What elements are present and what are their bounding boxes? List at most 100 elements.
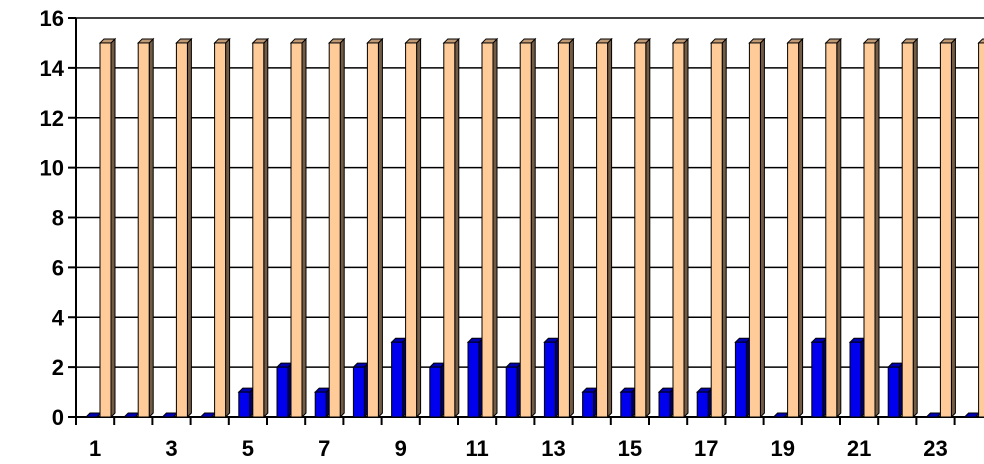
bar-front <box>505 366 518 418</box>
bar-front <box>366 42 379 418</box>
bar <box>557 37 575 419</box>
bar <box>657 386 676 419</box>
bar <box>810 336 829 419</box>
bar <box>442 37 461 419</box>
y-tick-label: 6 <box>52 255 64 280</box>
bar-front <box>672 42 685 418</box>
bar-front <box>405 42 418 418</box>
bar-side <box>225 37 231 419</box>
bar-front <box>85 416 98 418</box>
bar-front <box>429 366 442 418</box>
bar <box>671 37 690 419</box>
bar-top <box>977 38 984 44</box>
bar-front <box>276 366 289 418</box>
bar-side <box>607 37 613 419</box>
bar-front <box>964 416 977 418</box>
bar-front <box>391 341 404 418</box>
bar-side <box>301 37 307 419</box>
x-tick-label: 17 <box>694 436 718 461</box>
bar-front <box>481 42 494 418</box>
y-tick-label: 16 <box>40 6 64 31</box>
bar-front <box>290 42 303 418</box>
bar <box>709 37 728 419</box>
x-tick-label: 1 <box>89 436 101 461</box>
bar-side <box>759 37 765 419</box>
bar-side <box>492 37 498 419</box>
bar-side <box>721 37 727 419</box>
bar <box>824 37 843 419</box>
bar <box>327 37 346 419</box>
bar-side <box>148 37 154 419</box>
bar <box>480 37 499 419</box>
bar-side <box>110 37 116 419</box>
bar <box>939 37 957 419</box>
bar <box>862 37 881 419</box>
y-tick-label: 12 <box>40 106 64 131</box>
bar-front <box>443 42 456 418</box>
x-tick-label: 15 <box>618 436 642 461</box>
bar-side <box>912 37 918 419</box>
bar-front <box>123 416 136 418</box>
bar <box>251 37 270 419</box>
x-tick-label: 5 <box>242 436 254 461</box>
bar-side <box>798 37 804 419</box>
bar-front <box>137 42 150 418</box>
bar <box>734 336 752 419</box>
y-tick-label: 2 <box>52 355 64 380</box>
y-tick-labels: 0 2 4 6 8 10 12 14 16 <box>40 6 65 430</box>
bar-front <box>314 391 327 418</box>
x-tick-label: 3 <box>165 436 177 461</box>
bar-side <box>683 37 689 419</box>
bar-front <box>238 391 251 418</box>
bar <box>275 361 294 419</box>
x-tick-label: 7 <box>318 436 330 461</box>
bar <box>595 37 613 419</box>
bar-front <box>696 391 709 418</box>
bar <box>136 37 155 419</box>
bars <box>84 37 984 419</box>
bar-side <box>530 37 536 419</box>
bar-front <box>467 341 480 418</box>
y-tick-label: 10 <box>40 156 64 181</box>
x-tick-label: 11 <box>465 436 488 461</box>
bar <box>390 336 408 419</box>
bar <box>428 361 447 419</box>
bar-front <box>939 42 952 418</box>
bar-front <box>161 416 174 418</box>
bar-front <box>99 42 112 418</box>
bar <box>366 37 384 419</box>
x-tick-label: 9 <box>395 436 407 461</box>
bar-side <box>568 37 574 419</box>
bar <box>748 37 766 419</box>
bar-front <box>978 42 984 418</box>
x-tick-label: 23 <box>923 436 947 461</box>
bar-front <box>543 341 556 418</box>
bar-front <box>825 42 838 418</box>
y-tick-label: 14 <box>40 56 65 81</box>
bar-front <box>748 42 761 418</box>
bar-front <box>863 42 876 418</box>
bar-front <box>773 416 786 418</box>
bar <box>619 386 638 419</box>
y-tick-label: 8 <box>52 206 64 231</box>
bar <box>175 37 193 419</box>
y-tick-label: 0 <box>52 405 64 430</box>
bar-front <box>849 341 862 418</box>
bar-front <box>658 391 671 418</box>
x-tick-label: 13 <box>541 436 565 461</box>
bar <box>886 361 905 419</box>
bar <box>633 37 652 419</box>
bar-side <box>950 37 956 419</box>
bar-side <box>416 37 422 419</box>
bar <box>543 336 561 419</box>
bar-front <box>328 42 341 418</box>
bar <box>404 37 422 419</box>
bar-front <box>620 391 633 418</box>
bar-front <box>634 42 647 418</box>
bar-front <box>596 42 609 418</box>
bar-front <box>901 42 914 418</box>
y-tick-label: 4 <box>52 305 65 330</box>
bar-front <box>175 42 188 418</box>
bar-front <box>200 416 213 418</box>
